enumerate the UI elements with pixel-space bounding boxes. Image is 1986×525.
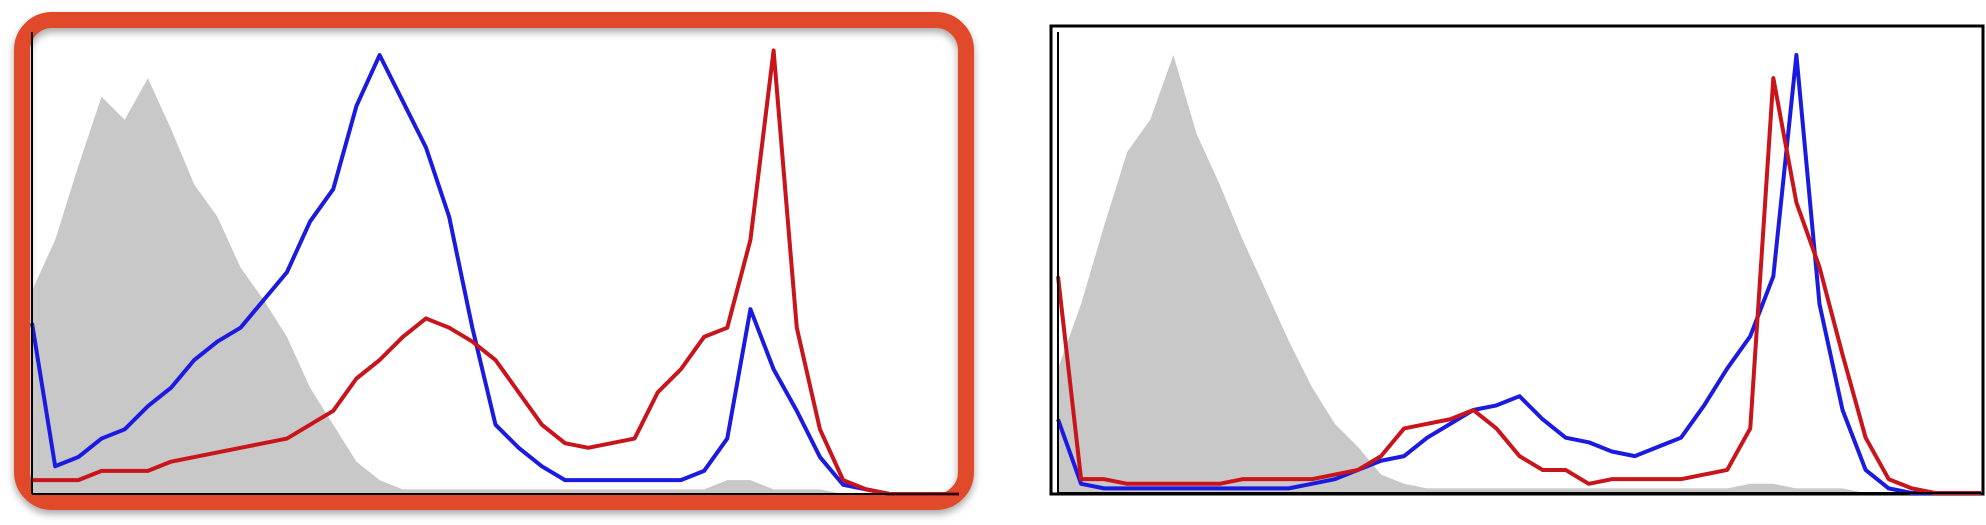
- histogram-line: [32, 48, 959, 496]
- histogram-chart: [30, 32, 959, 496]
- histogram-chart: [1056, 32, 1981, 495]
- histogram-area: [1058, 55, 1981, 494]
- histogram-line: [1056, 76, 1981, 495]
- histogram-area: [32, 78, 959, 494]
- histogram-line: [30, 53, 959, 496]
- histogram-line: [1056, 53, 1981, 495]
- selection-frame[interactable]: [14, 12, 974, 510]
